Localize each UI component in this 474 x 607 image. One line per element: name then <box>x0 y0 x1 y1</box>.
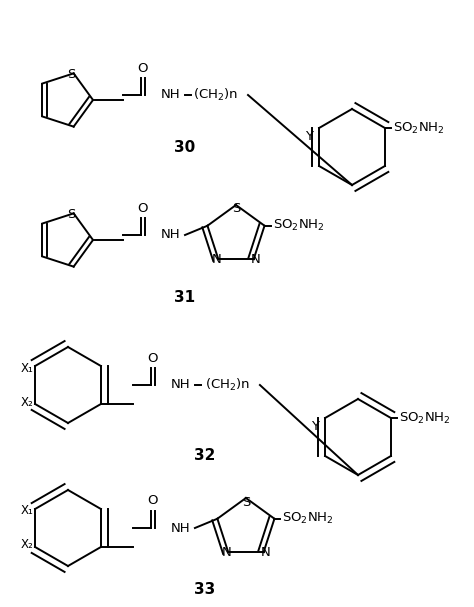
Text: 31: 31 <box>174 290 196 305</box>
Text: X₂: X₂ <box>21 538 34 552</box>
Text: (CH$_2$)n: (CH$_2$)n <box>205 377 251 393</box>
Text: SO$_2$NH$_2$: SO$_2$NH$_2$ <box>399 410 450 426</box>
Text: NH: NH <box>171 521 191 535</box>
Text: SO$_2$NH$_2$: SO$_2$NH$_2$ <box>273 218 324 233</box>
Text: X₂: X₂ <box>21 396 34 409</box>
Text: X₁: X₁ <box>21 362 34 375</box>
Text: O: O <box>138 61 148 75</box>
Text: (CH$_2$)n: (CH$_2$)n <box>193 87 238 103</box>
Text: S: S <box>67 68 76 81</box>
Text: 32: 32 <box>194 447 216 463</box>
Text: SO$_2$NH$_2$: SO$_2$NH$_2$ <box>283 511 334 526</box>
Text: Y: Y <box>305 129 313 143</box>
Text: NH: NH <box>161 89 181 101</box>
Text: NH: NH <box>161 228 181 242</box>
Text: O: O <box>148 351 158 364</box>
Text: N: N <box>261 546 271 559</box>
Text: NH: NH <box>171 379 191 392</box>
Text: Y: Y <box>311 419 319 433</box>
Text: S: S <box>67 208 76 221</box>
Text: SO$_2$NH$_2$: SO$_2$NH$_2$ <box>393 120 445 135</box>
Text: N: N <box>221 546 231 559</box>
Text: X₁: X₁ <box>21 504 34 518</box>
Text: O: O <box>148 495 158 507</box>
Text: S: S <box>242 495 250 509</box>
Text: N: N <box>211 253 221 266</box>
Text: N: N <box>251 253 261 266</box>
Text: 30: 30 <box>174 140 196 155</box>
Text: S: S <box>232 203 240 215</box>
Text: O: O <box>138 202 148 214</box>
Text: 33: 33 <box>194 583 216 597</box>
